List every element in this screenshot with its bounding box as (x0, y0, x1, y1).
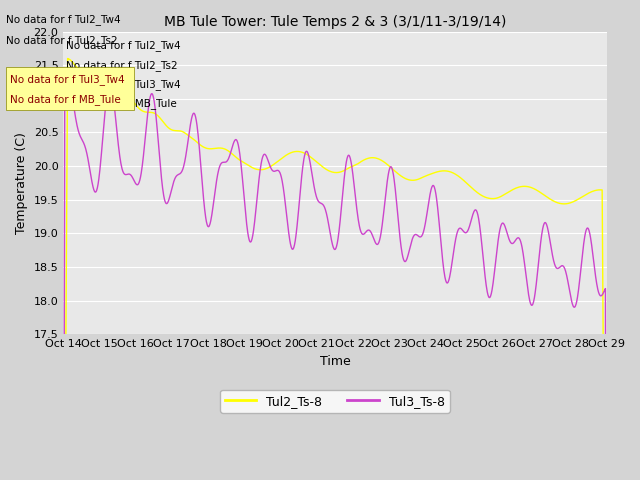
Text: No data for f Tul2_Ts2: No data for f Tul2_Ts2 (6, 35, 118, 46)
X-axis label: Time: Time (319, 355, 350, 368)
Text: No data for f MB_Tule: No data for f MB_Tule (66, 98, 177, 109)
Legend: Tul2_Ts-8, Tul3_Ts-8: Tul2_Ts-8, Tul3_Ts-8 (220, 390, 450, 413)
Text: No data for f Tul2_Ts2: No data for f Tul2_Ts2 (66, 60, 178, 71)
Text: No data for f Tul3_Tw4: No data for f Tul3_Tw4 (10, 74, 124, 85)
Title: MB Tule Tower: Tule Temps 2 & 3 (3/1/11-3/19/14): MB Tule Tower: Tule Temps 2 & 3 (3/1/11-… (164, 15, 506, 29)
Text: No data for f Tul2_Tw4: No data for f Tul2_Tw4 (66, 40, 180, 51)
Text: No data for f Tul2_Tw4: No data for f Tul2_Tw4 (6, 13, 121, 24)
Text: No data for f MB_Tule: No data for f MB_Tule (10, 94, 120, 105)
Text: No data for f Tul3_Tw4: No data for f Tul3_Tw4 (66, 79, 180, 90)
FancyBboxPatch shape (6, 67, 134, 110)
Y-axis label: Temperature (C): Temperature (C) (15, 132, 28, 234)
